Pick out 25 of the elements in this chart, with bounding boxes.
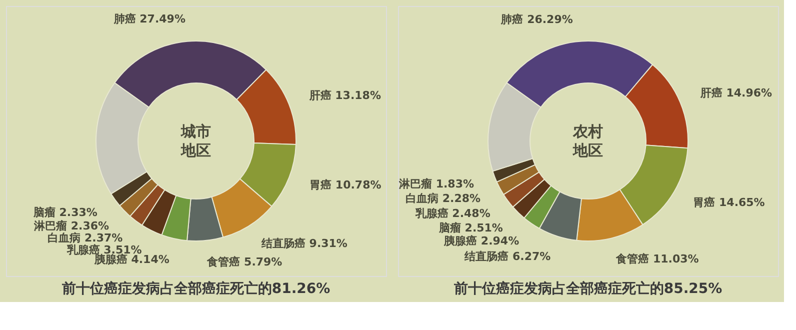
- text: 前十位癌症发病占全部癌症死亡的85.25%: [452, 280, 722, 297]
- slice-label: 结直肠癌 9.31%: [260, 236, 348, 250]
- text: 地区: [572, 142, 603, 160]
- slice-label: 胃癌 14.65%: [693, 196, 765, 209]
- slice-label: 乳腺癌 2.48%: [414, 207, 490, 220]
- slice-label: 胰腺癌 4.14%: [93, 253, 170, 266]
- text: 城市: [180, 122, 211, 140]
- slice-label: 肝癌 13.18%: [308, 88, 381, 102]
- text: 前十位癌症发病占全部癌症死亡的81.26%: [60, 280, 330, 297]
- slice-label: 食管癌 5.79%: [206, 255, 282, 268]
- slice-label: 食管癌 11.03%: [615, 252, 699, 266]
- text: 地区: [180, 142, 211, 160]
- slice-label: 肺癌 27.49%: [112, 12, 186, 26]
- slice-label: 肺癌 26.29%: [500, 12, 573, 26]
- slice-label: 结直肠癌 6.27%: [464, 250, 551, 264]
- slice-label: 淋巴瘤 1.83%: [398, 177, 474, 190]
- slice-label: 胃癌 10.78%: [310, 178, 382, 192]
- slice-label: 胰腺癌 2.94%: [443, 234, 520, 248]
- slice-label: 脑瘤 2.51%: [438, 221, 503, 234]
- slice-label: 脑瘤 2.33%: [32, 206, 98, 219]
- slice-label: 肝癌 14.96%: [699, 86, 772, 100]
- slice-label: 淋巴瘤 2.36%: [33, 220, 110, 233]
- slice-label: 白血病 2.37%: [48, 231, 123, 244]
- slice-label: 白血病 2.28%: [406, 192, 481, 205]
- text: 农村: [572, 122, 603, 140]
